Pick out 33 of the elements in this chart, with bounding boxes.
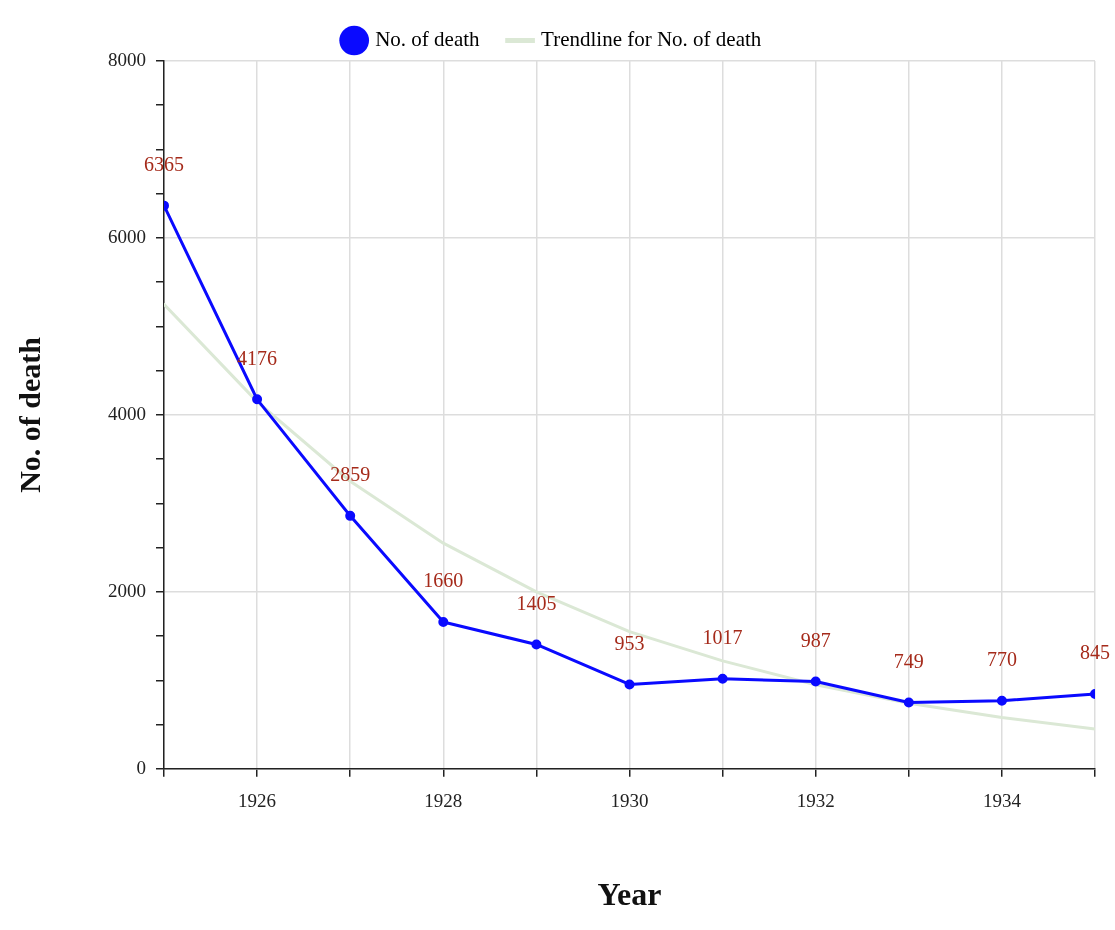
y-tick-label: 0 (136, 756, 146, 778)
x-tick-label: 1928 (424, 790, 463, 812)
point (438, 616, 449, 627)
point (531, 639, 542, 650)
y-axis-title: No. of death (12, 336, 46, 493)
point (810, 676, 821, 687)
point (717, 673, 728, 684)
point (252, 394, 263, 405)
data-label: 987 (800, 628, 831, 651)
data-label: 770 (986, 647, 1017, 670)
data-label: 4176 (237, 346, 278, 369)
point (345, 510, 356, 521)
point (996, 695, 1007, 706)
y-tick-label: 6000 (108, 225, 146, 247)
point (903, 697, 914, 708)
x-tick-label: 1932 (796, 790, 835, 812)
legend-label: Trendline for No. of death (541, 27, 762, 52)
data-label: 845 (1080, 641, 1110, 664)
data-label: 1660 (423, 569, 464, 592)
x-tick-label: 1934 (982, 790, 1022, 812)
x-tick-label: 1930 (610, 790, 649, 812)
data-label: 1017 (702, 626, 743, 649)
y-tick-label: 2000 (108, 579, 146, 601)
data-label: 2859 (330, 463, 371, 486)
y-tick-label: 8000 (108, 48, 146, 70)
data-label: 1405 (516, 591, 557, 614)
x-axis-title: Year (597, 876, 662, 913)
x-tick-label: 1926 (238, 790, 277, 812)
y-tick-label: 4000 (108, 402, 146, 424)
point (624, 679, 635, 690)
legend-label: No. of death (375, 27, 481, 52)
data-label: 749 (893, 649, 924, 672)
data-label: 953 (614, 631, 645, 654)
